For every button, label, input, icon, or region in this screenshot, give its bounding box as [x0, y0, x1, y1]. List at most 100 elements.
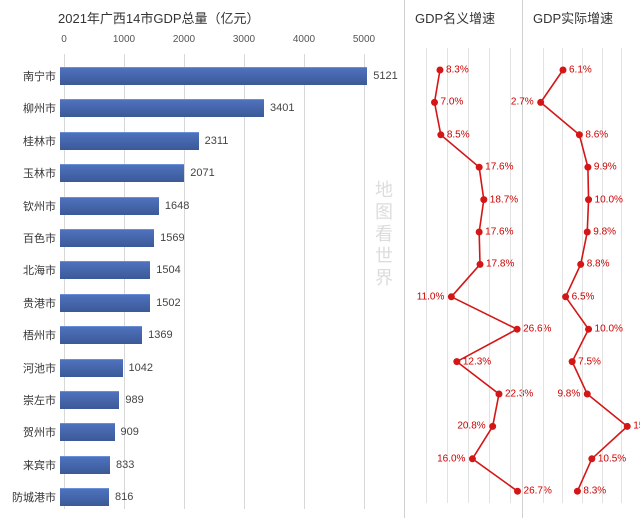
data-point-marker — [585, 326, 592, 333]
data-point-label: 10.5% — [598, 453, 626, 464]
data-point-marker — [476, 229, 483, 236]
data-point-marker — [477, 261, 484, 268]
bar-row: 百色市1569 — [0, 226, 404, 250]
bar-row: 北海市 1504 — [0, 258, 404, 282]
x-axis-tick: 5000 — [353, 34, 375, 45]
bar-value-label: 5121 — [373, 70, 397, 82]
bar-row: 钦州市1648 — [0, 194, 404, 218]
real-growth-title: GDP实际增速 — [533, 8, 640, 28]
data-point-marker — [431, 99, 438, 106]
bar-category-label: 玉林市 — [0, 165, 60, 181]
bar-category-label: 河池市 — [0, 360, 60, 376]
bar-category-label: 梧州市 — [0, 327, 60, 343]
bar-row: 桂林市2311 — [0, 129, 404, 153]
data-point-label: 6.5% — [572, 291, 595, 302]
bar-rect — [60, 359, 123, 377]
bar-value-label: 909 — [121, 426, 139, 438]
bar-row: 来宾市 833 — [0, 453, 404, 477]
x-axis-tick: 4000 — [293, 34, 315, 45]
data-point-label: 7.5% — [578, 356, 601, 367]
bar-chart-title: 2021年广西14市GDP总量（亿元） — [58, 8, 404, 28]
line-path — [541, 70, 628, 491]
bar-rect — [60, 67, 367, 85]
data-point-marker — [476, 164, 483, 171]
data-point-marker — [624, 423, 631, 430]
data-point-marker — [559, 67, 566, 74]
bar-category-label: 贺州市 — [0, 424, 60, 440]
bar-value-label: 3401 — [270, 102, 294, 114]
data-point-label: 12.3% — [463, 356, 491, 367]
data-point-marker — [489, 423, 496, 430]
data-point-marker — [562, 293, 569, 300]
bar-row: 防城港市816 — [0, 485, 404, 509]
nominal-growth-plot: 8.3%7.0%8.5%17.6%18.7%17.6%17.8%11.0%26.… — [405, 48, 522, 503]
x-axis-tick: 0 — [61, 34, 67, 45]
data-point-label: 15.9% — [633, 421, 640, 432]
bar-category-label: 防城港市 — [0, 489, 60, 505]
bar-row: 崇左市989 — [0, 388, 404, 412]
data-point-label: 9.9% — [594, 162, 617, 173]
data-point-marker — [584, 391, 591, 398]
bar-value-label: 989 — [125, 394, 143, 406]
bar-rect — [60, 132, 199, 150]
bar-value-label: 833 — [116, 459, 134, 471]
bar-rect — [60, 326, 142, 344]
bar-value-label: 1042 — [129, 362, 153, 374]
data-point-label: 8.3% — [583, 486, 606, 497]
bar-rect — [60, 261, 150, 279]
data-point-label: 17.6% — [485, 227, 513, 238]
bar-rect — [60, 391, 119, 409]
data-point-label: 8.8% — [587, 259, 610, 270]
bar-row: 贺州市 909 — [0, 420, 404, 444]
bar-value-label: 1648 — [165, 200, 189, 212]
data-point-marker — [514, 326, 521, 333]
bar-row: 柳州市3401 — [0, 96, 404, 120]
data-point-label: 7.0% — [441, 97, 464, 108]
data-point-marker — [448, 293, 455, 300]
bar-rect — [60, 456, 110, 474]
bar-value-label: 1569 — [160, 232, 184, 244]
data-point-label: 10.0% — [595, 194, 623, 205]
data-point-label: 8.3% — [446, 65, 469, 76]
bar-row: 玉林市2071 — [0, 161, 404, 185]
data-point-label: 8.5% — [447, 129, 470, 140]
line-chart-svg — [523, 48, 640, 503]
bar-value-label: 1504 — [156, 264, 180, 276]
bar-chart-x-axis: 0 1000 2000 3000 4000 5000 — [64, 34, 404, 54]
data-point-marker — [514, 488, 521, 495]
bar-row: 梧州市 1369 — [0, 323, 404, 347]
data-point-marker — [569, 358, 576, 365]
data-point-label: 11.0% — [417, 291, 445, 302]
data-point-marker — [584, 229, 591, 236]
data-point-label: 8.6% — [585, 129, 608, 140]
bar-rect — [60, 423, 115, 441]
line-chart-svg — [405, 48, 522, 503]
bar-rect — [60, 229, 154, 247]
nominal-growth-panel: GDP名义增速 8.3%7.0%8.5%17.6%18.7%17.6%17.8%… — [404, 0, 522, 518]
data-point-marker — [574, 488, 581, 495]
data-point-marker — [577, 261, 584, 268]
real-growth-plot: 6.1%2.7%8.6%9.9%10.0%9.8%8.8%6.5%10.0%7.… — [523, 48, 640, 503]
bar-chart-plot-area: 南宁市5121柳州市3401桂林市2311玉林市2071钦州市1648百色市15… — [0, 54, 404, 509]
nominal-growth-title: GDP名义增速 — [415, 8, 522, 28]
bar-category-label: 来宾市 — [0, 457, 60, 473]
bar-value-label: 1502 — [156, 297, 180, 309]
bar-rect — [60, 488, 109, 506]
bar-rect — [60, 164, 184, 182]
x-axis-tick: 2000 — [173, 34, 195, 45]
x-axis-tick: 1000 — [113, 34, 135, 45]
data-point-marker — [585, 196, 592, 203]
x-axis-tick: 3000 — [233, 34, 255, 45]
data-point-marker — [480, 196, 487, 203]
bar-category-label: 北海市 — [0, 262, 60, 278]
data-point-label: 6.1% — [569, 65, 592, 76]
data-point-label: 2.7% — [511, 97, 534, 108]
bar-category-label: 贵港市 — [0, 295, 60, 311]
data-point-label: 10.0% — [595, 324, 623, 335]
bar-row: 贵港市 1502 — [0, 291, 404, 315]
data-point-label: 17.8% — [486, 259, 514, 270]
bar-value-label: 2311 — [205, 135, 229, 147]
data-point-marker — [437, 131, 444, 138]
bar-value-label: 1369 — [148, 329, 172, 341]
data-point-marker — [584, 164, 591, 171]
